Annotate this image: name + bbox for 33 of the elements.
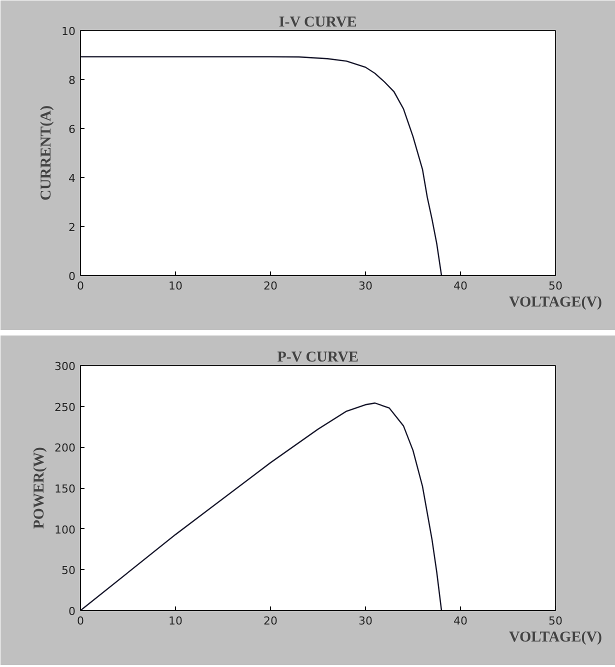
y-tick-label: 250	[54, 400, 76, 414]
y-tick-label: 50	[62, 564, 76, 578]
x-tick-label: 20	[264, 280, 278, 292]
x-tick-label: 30	[358, 614, 372, 628]
x-tick-label: 20	[264, 614, 278, 628]
y-tick-label: 8	[68, 74, 76, 87]
x-tick-label: 10	[168, 614, 182, 628]
y-tick-label: 6	[68, 123, 76, 136]
y-tick-label: 2	[68, 221, 76, 234]
y-tick-label: 0	[68, 270, 76, 283]
x-axis-title: VOLTAGE(V)	[508, 294, 602, 310]
x-tick-label: 40	[454, 614, 468, 628]
x-tick-label: 30	[358, 280, 372, 292]
y-tick-label: 300	[54, 360, 76, 373]
y-axis-title: CURRENT(A)	[38, 106, 55, 200]
x-tick-label: 50	[548, 280, 562, 292]
line-series	[80, 402, 442, 610]
y-tick-label: 4	[68, 172, 76, 185]
y-tick-label: 100	[54, 523, 76, 536]
y-tick-label: 200	[54, 442, 76, 455]
y-tick-label: 150	[54, 482, 76, 496]
chart-title: I-V CURVE	[278, 14, 357, 30]
x-tick-label: 40	[454, 280, 468, 292]
x-tick-label: 0	[77, 280, 84, 292]
x-tick-label: 0	[77, 614, 84, 628]
chart-title: P-V CURVE	[277, 350, 359, 366]
line-series	[80, 56, 442, 276]
y-tick-label: 10	[62, 25, 76, 38]
y-tick-label: 0	[68, 605, 76, 618]
x-axis-title: VOLTAGE(V)	[508, 630, 602, 646]
x-tick-label: 10	[168, 280, 182, 292]
x-tick-label: 50	[548, 614, 562, 628]
y-axis-title: POWER(W)	[32, 447, 48, 529]
